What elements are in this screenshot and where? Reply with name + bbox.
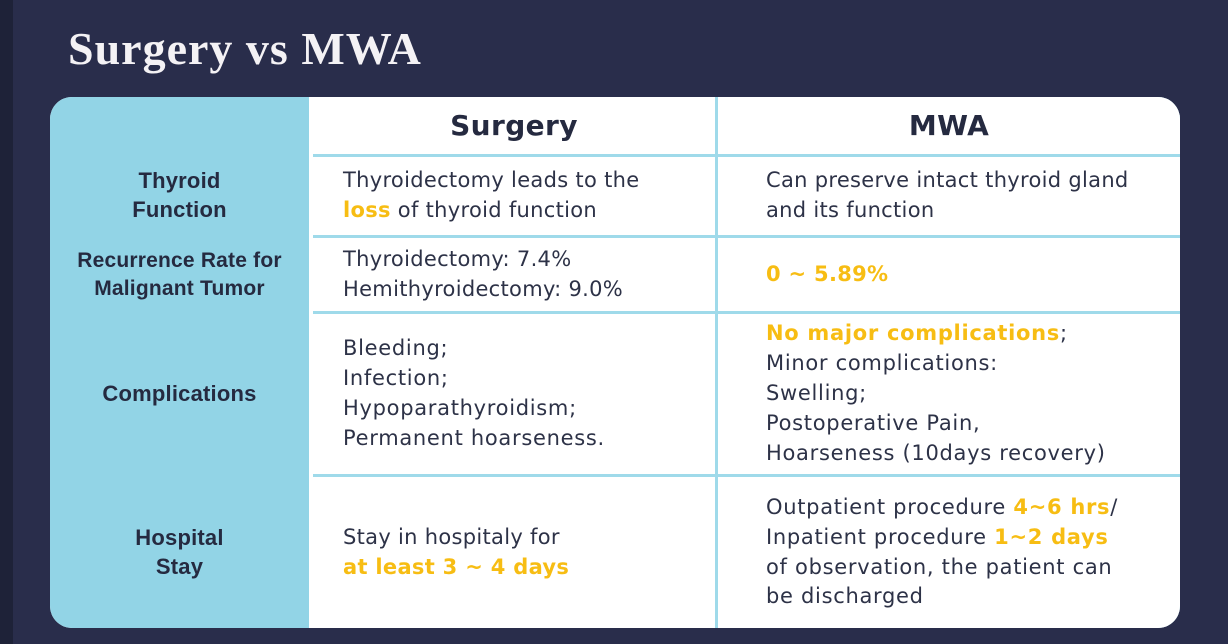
column-header-mwa-label: MWA [908, 108, 990, 142]
cell-recurrence-rate-mwa: 0 ~ 5.89% [718, 238, 1180, 311]
cell-complications-mwa-text: No major complications; Minor complicati… [766, 321, 1106, 465]
row-header-hospital-stay: Hospital Stay [135, 524, 224, 579]
cell-thyroid-function-surgery-text: Thyroidectomy leads to the loss of thyro… [343, 168, 640, 222]
cell-hospital-stay-mwa: Outpatient procedure 4~6 hrs/ Inpatient … [718, 477, 1180, 628]
slide-left-edge-shadow [0, 0, 13, 644]
row-header-complications: Complications [102, 380, 257, 406]
column-header-surgery: Surgery [313, 97, 715, 154]
cell-hospital-stay-surgery: Stay in hospitaly for at least 3 ~ 4 day… [313, 477, 715, 628]
cell-thyroid-function-surgery: Thyroidectomy leads to the loss of thyro… [313, 157, 715, 235]
row-header-spacer [50, 97, 309, 154]
comparison-table: Thyroid Function Recurrence Rate for Mal… [50, 97, 1180, 628]
cell-recurrence-rate-surgery-text: Thyroidectomy: 7.4% Hemithyroidectomy: 9… [343, 246, 624, 301]
row-header-recurrence-rate: Recurrence Rate for Malignant Tumor [77, 249, 282, 300]
cell-complications-surgery-text: Bleeding; Infection; Hypoparathyroidism;… [343, 336, 605, 450]
column-header-mwa: MWA [718, 97, 1180, 154]
row-header-thyroid-function: Thyroid Function [132, 168, 227, 222]
cell-complications-mwa: No major complications; Minor complicati… [718, 314, 1180, 474]
cell-recurrence-rate-mwa-text: 0 ~ 5.89% [766, 261, 889, 286]
cell-recurrence-rate-surgery: Thyroidectomy: 7.4% Hemithyroidectomy: 9… [313, 238, 715, 311]
table-cells-grid: Surgery MWA Thyroidectomy leads to the l… [313, 97, 1180, 628]
column-gutter [309, 97, 313, 628]
row-header-column: Thyroid Function Recurrence Rate for Mal… [50, 97, 309, 628]
cell-hospital-stay-mwa-text: Outpatient procedure 4~6 hrs/ Inpatient … [766, 494, 1119, 609]
cell-complications-surgery: Bleeding; Infection; Hypoparathyroidism;… [313, 314, 715, 474]
column-header-surgery-label: Surgery [450, 108, 578, 142]
cell-thyroid-function-mwa-text: Can preserve intact thyroid gland and it… [766, 168, 1129, 222]
cell-hospital-stay-surgery-text: Stay in hospitaly for at least 3 ~ 4 day… [343, 524, 570, 579]
cell-thyroid-function-mwa: Can preserve intact thyroid gland and it… [718, 157, 1180, 235]
page-title: Surgery vs MWA [68, 23, 422, 74]
